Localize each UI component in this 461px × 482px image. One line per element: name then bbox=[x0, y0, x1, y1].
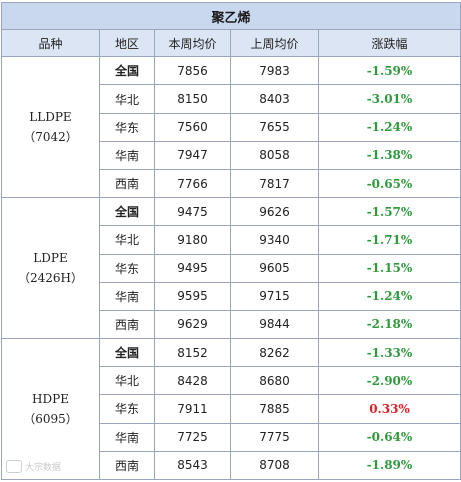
region-cell: 华南 bbox=[99, 422, 155, 452]
change-value: -1.24% bbox=[317, 112, 461, 142]
region-cell: 华北 bbox=[99, 84, 155, 114]
change-value: -1.15% bbox=[317, 253, 461, 283]
change-value: 0.33% bbox=[317, 394, 461, 424]
region-cell: 西南 bbox=[99, 450, 155, 481]
change-value: -0.65% bbox=[317, 168, 461, 199]
table-row: LDPE （2426H） 全国 9475 9626 -1.57% bbox=[1, 197, 461, 340]
table-row: 华东 9495 9605 -1.15% bbox=[2, 253, 461, 283]
last-week-price: 8680 bbox=[230, 366, 319, 396]
this-week-price: 8428 bbox=[154, 366, 231, 396]
change-value: -2.18% bbox=[317, 309, 461, 340]
change-value: -1.57% bbox=[317, 197, 461, 227]
header-last-week: 上周均价 bbox=[230, 29, 319, 58]
this-week-price: 7947 bbox=[154, 140, 231, 171]
last-week-price: 9844 bbox=[230, 309, 319, 340]
region-cell: 华南 bbox=[99, 281, 155, 311]
product-cell: LDPE （2426H） bbox=[1, 197, 100, 340]
this-week-price: 7725 bbox=[154, 422, 231, 452]
last-week-price: 8708 bbox=[230, 450, 319, 481]
change-value: -1.38% bbox=[317, 140, 461, 171]
change-value: -3.01% bbox=[317, 84, 461, 114]
last-week-price: 7817 bbox=[230, 168, 319, 199]
table-title: 聚乙烯 bbox=[0, 1, 461, 31]
this-week-price: 7766 bbox=[154, 168, 231, 199]
header-row: 品种 地区 本周均价 上周均价 涨跌幅 bbox=[1, 29, 461, 58]
last-week-price: 8262 bbox=[230, 338, 319, 368]
this-week-price: 9475 bbox=[154, 197, 231, 227]
last-week-price: 7885 bbox=[230, 394, 319, 424]
table-row: LLDPE （7042） 全国 7856 7983 -1.59% bbox=[1, 56, 461, 199]
table-row: 华东 7560 7655 -1.24% bbox=[2, 112, 461, 142]
last-week-price: 8403 bbox=[230, 84, 319, 114]
last-week-price: 9340 bbox=[230, 225, 319, 255]
last-week-price: 9715 bbox=[230, 281, 319, 311]
header-change: 涨跌幅 bbox=[317, 29, 461, 58]
region-cell: 全国 bbox=[99, 56, 155, 86]
table-row: 华南 7725 7775 -0.64% bbox=[2, 422, 461, 452]
table-row: 西南 7766 7817 -0.65% bbox=[2, 168, 461, 199]
table-row: 华北 8150 8403 -3.01% bbox=[2, 84, 461, 114]
region-cell: 华北 bbox=[99, 366, 155, 396]
region-cell: 西南 bbox=[99, 168, 155, 199]
last-week-price: 9605 bbox=[230, 253, 319, 283]
change-value: -1.59% bbox=[317, 56, 461, 86]
change-value: -1.89% bbox=[317, 450, 461, 481]
region-cell: 全国 bbox=[99, 338, 155, 368]
product-name: HDPE bbox=[32, 392, 69, 407]
this-week-price: 9180 bbox=[154, 225, 231, 255]
region-cell: 华东 bbox=[99, 253, 155, 283]
table-row: 华南 9595 9715 -1.24% bbox=[2, 281, 461, 311]
table-row: 华南 7947 8058 -1.38% bbox=[2, 140, 461, 171]
last-week-price: 7775 bbox=[230, 422, 319, 452]
change-value: -1.24% bbox=[317, 281, 461, 311]
this-week-price: 8152 bbox=[154, 338, 231, 368]
region-cell: 全国 bbox=[99, 197, 155, 227]
table-row: 西南 8543 8708 -1.89% bbox=[2, 450, 461, 481]
this-week-price: 8150 bbox=[154, 84, 231, 114]
table-row: 西南 9629 9844 -2.18% bbox=[2, 309, 461, 340]
this-week-price: 9495 bbox=[154, 253, 231, 283]
this-week-price: 9629 bbox=[154, 309, 231, 340]
table-row: 华北 9180 9340 -1.71% bbox=[2, 225, 461, 255]
product-code: （2426H） bbox=[17, 271, 83, 286]
table-row: HDPE （6095） 全国 8152 8262 -1.33% bbox=[1, 338, 461, 480]
product-cell: HDPE （6095） bbox=[1, 338, 100, 480]
header-this-week: 本周均价 bbox=[154, 29, 231, 58]
product-name: LDPE bbox=[33, 251, 68, 266]
product-name: LLDPE bbox=[29, 110, 72, 125]
region-cell: 西南 bbox=[99, 309, 155, 340]
header-region: 地区 bbox=[99, 29, 155, 58]
product-code: （7042） bbox=[23, 130, 78, 145]
this-week-price: 7560 bbox=[154, 112, 231, 142]
header-product: 品种 bbox=[1, 29, 100, 58]
change-value: -0.64% bbox=[317, 422, 461, 452]
this-week-price: 7856 bbox=[154, 56, 231, 86]
last-week-price: 7655 bbox=[230, 112, 319, 142]
last-week-price: 8058 bbox=[230, 140, 319, 171]
region-cell: 华北 bbox=[99, 225, 155, 255]
product-code: （6095） bbox=[23, 412, 78, 427]
this-week-price: 9595 bbox=[154, 281, 231, 311]
region-cell: 华南 bbox=[99, 140, 155, 171]
region-cell: 华东 bbox=[99, 112, 155, 142]
this-week-price: 7911 bbox=[154, 394, 231, 424]
change-value: -1.71% bbox=[317, 225, 461, 255]
title-row: 聚乙烯 bbox=[0, 1, 461, 31]
this-week-price: 8543 bbox=[154, 450, 231, 481]
region-cell: 华东 bbox=[99, 394, 155, 424]
product-cell: LLDPE （7042） bbox=[1, 56, 100, 199]
change-value: -1.33% bbox=[317, 338, 461, 368]
last-week-price: 7983 bbox=[230, 56, 319, 86]
change-value: -2.90% bbox=[317, 366, 461, 396]
last-week-price: 9626 bbox=[230, 197, 319, 227]
